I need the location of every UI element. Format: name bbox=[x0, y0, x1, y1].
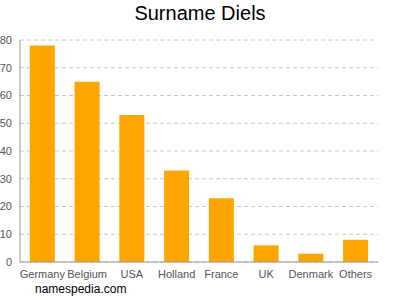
svg-text:USA: USA bbox=[121, 268, 144, 280]
svg-text:20: 20 bbox=[8, 200, 12, 212]
svg-text:70: 70 bbox=[8, 62, 12, 74]
svg-text:60: 60 bbox=[8, 89, 12, 101]
svg-text:80: 80 bbox=[8, 34, 12, 46]
svg-text:40: 40 bbox=[8, 145, 12, 157]
svg-text:Belgium: Belgium bbox=[67, 268, 107, 280]
html-text:Surname Diels: Surname Diels bbox=[134, 2, 266, 24]
svg-text:0: 0 bbox=[8, 256, 12, 268]
svg-text:UK: UK bbox=[258, 268, 274, 280]
svg-text:Others: Others bbox=[339, 268, 373, 280]
svg-text:Holland: Holland bbox=[158, 268, 195, 280]
html-text:namespedia.com: namespedia.com bbox=[35, 282, 127, 296]
svg-text:10: 10 bbox=[8, 228, 12, 240]
svg-text:30: 30 bbox=[8, 173, 12, 185]
svg-text:50: 50 bbox=[8, 117, 12, 129]
svg-text:Denmark: Denmark bbox=[289, 268, 334, 280]
svg-text:Germany: Germany bbox=[20, 268, 66, 280]
svg-text:France: France bbox=[204, 268, 238, 280]
